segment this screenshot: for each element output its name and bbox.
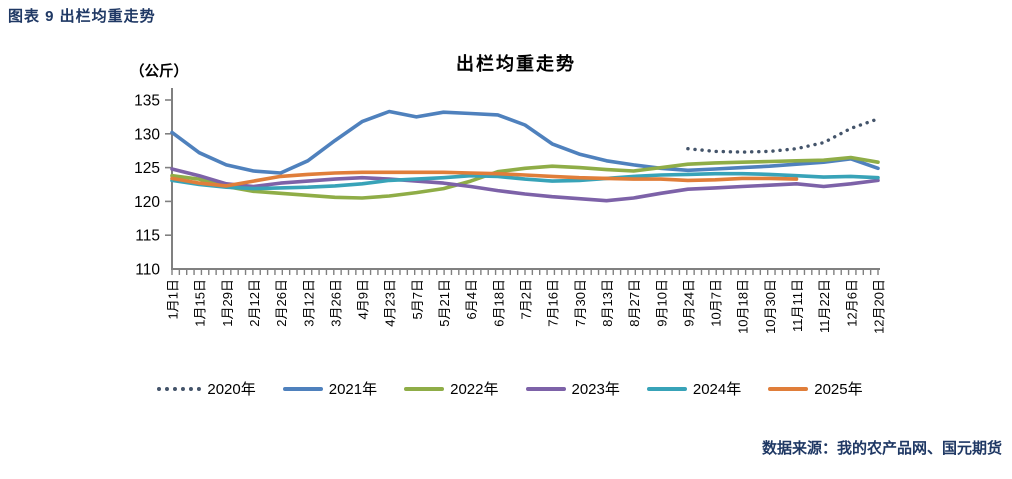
series-line-2022 (170, 155, 880, 200)
chart-series (170, 109, 880, 203)
series-line-2024 (170, 171, 880, 191)
legend-item-2023: 2023年 (525, 378, 620, 399)
y-axis-label: 130 (134, 126, 160, 143)
legend-marker-2024 (646, 386, 687, 391)
chart-axes: 110 115 120 125 130 135 1月1日 1月15日 1月29日 2月12日 2月2… (134, 88, 887, 334)
x-axis-label: 3月26日 (328, 279, 343, 327)
x-axis-label: 2月26日 (274, 279, 289, 327)
x-axis-label: 10月7日 (709, 279, 724, 327)
y-axis-unit-label: （公斤） (130, 62, 188, 80)
legend-label: 2022年 (450, 381, 499, 398)
x-axis-label: 2月12日 (247, 279, 262, 327)
x-axis-label: 7月16日 (546, 279, 561, 327)
x-axis-label: 9月24日 (681, 279, 696, 327)
legend-marker-2021 (282, 386, 323, 391)
figure-caption: 图表 9 出栏均重走势 (8, 8, 156, 25)
legend-item-2020: 2020年 (157, 378, 256, 399)
x-axis-label: 4月23日 (383, 279, 398, 327)
x-axis-label: 5月7日 (410, 279, 425, 319)
x-axis-label: 1月1日 (166, 279, 181, 319)
y-axis-label: 110 (135, 262, 160, 279)
y-axis-label: 115 (135, 228, 160, 245)
x-axis-label: 10月18日 (736, 279, 751, 334)
x-axis-label: 8月13日 (600, 279, 615, 327)
x-axis-label: 10月30日 (763, 279, 778, 334)
x-axis-label: 7月2日 (519, 279, 534, 319)
y-axis-label: 125 (134, 160, 160, 177)
x-axis-label: 11月11日 (790, 279, 805, 332)
data-source: 数据来源：我的农产品网、国元期货 (761, 440, 1002, 457)
y-axis-label: 135 (134, 93, 160, 110)
x-axis-label: 3月12日 (301, 279, 316, 327)
legend-label: 2023年 (571, 381, 620, 398)
legend-item-2024: 2024年 (646, 378, 742, 399)
series-line-2023 (170, 167, 880, 203)
x-axis-label: 12月20日 (872, 279, 887, 334)
x-axis-label: 11月22日 (817, 279, 832, 333)
x-axis-label: 4月9日 (356, 279, 371, 319)
legend-item-2021: 2021年 (282, 378, 378, 399)
legend-marker-2022 (404, 386, 445, 391)
series-line-2025 (170, 170, 799, 188)
legend-item-2022: 2022年 (404, 378, 499, 399)
legend-label: 2025年 (814, 381, 863, 398)
legend-marker-2025 (768, 386, 809, 391)
x-axis-label: 1月15日 (193, 279, 208, 327)
legend-label: 2024年 (692, 381, 742, 398)
legend-item-2025: 2025年 (768, 378, 863, 399)
legend-label: 2021年 (328, 381, 378, 398)
legend-marker-2023 (525, 386, 566, 391)
x-axis-label: 9月10日 (654, 279, 669, 327)
series-line-2020 (686, 117, 880, 154)
legend-marker-2020 (157, 386, 202, 391)
y-axis-label: 120 (134, 194, 160, 211)
chart-title: 出栏均重走势 (456, 53, 576, 74)
x-axis-label: 5月21日 (437, 279, 452, 327)
x-axis-label: 6月18日 (491, 279, 506, 327)
x-axis-label: 8月27日 (627, 279, 642, 327)
chart-legend: 2020年 2021年 2022年 2023年 2024年 2025年 (30, 378, 990, 399)
x-axis-label: 12月6日 (844, 279, 859, 327)
x-axis-label: 7月30日 (573, 279, 588, 327)
series-line-2021 (170, 109, 880, 175)
x-axis-label: 6月4日 (464, 279, 479, 319)
x-axis-label: 1月29日 (220, 279, 235, 327)
legend-label: 2020年 (207, 381, 256, 398)
